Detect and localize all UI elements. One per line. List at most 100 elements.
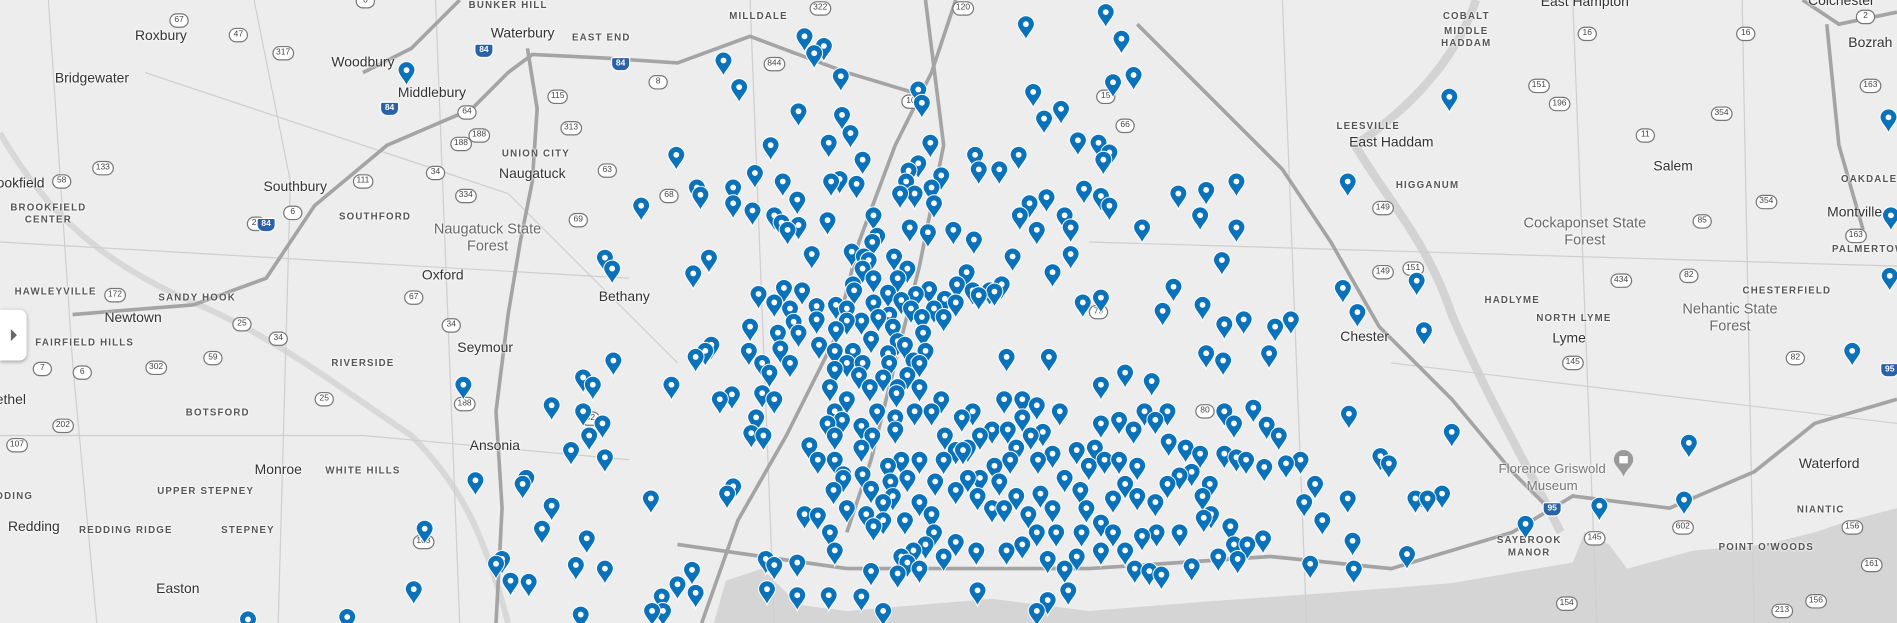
map-pin-icon[interactable] [1027, 523, 1046, 550]
map-pin-icon[interactable] [864, 517, 883, 544]
map-pin-icon[interactable] [1110, 450, 1129, 478]
map-pin-icon[interactable] [1043, 444, 1062, 472]
map-pin-icon[interactable] [874, 602, 893, 623]
map-pin-icon[interactable] [793, 281, 812, 308]
map-pin-icon[interactable] [868, 402, 887, 429]
map-pin-icon[interactable] [710, 390, 729, 417]
map-pin-icon[interactable] [768, 323, 787, 351]
map-pin-icon[interactable] [1094, 150, 1113, 178]
map-pin-icon[interactable] [1221, 517, 1240, 544]
map-pin-icon[interactable] [1313, 511, 1332, 538]
map-pin-icon[interactable] [805, 44, 824, 71]
museum-label[interactable]: Florence Griswold Museum [1498, 462, 1606, 494]
map-pin-icon[interactable] [912, 308, 931, 335]
map-pin-icon[interactable] [724, 194, 743, 221]
map-pin-icon[interactable] [1266, 317, 1285, 345]
map-pin-icon[interactable] [795, 27, 814, 54]
map-pin-icon[interactable] [1075, 179, 1093, 207]
map-pin-icon[interactable] [1338, 172, 1357, 199]
map-pin-icon[interactable] [947, 275, 966, 302]
map-pin-icon[interactable] [641, 489, 660, 516]
map-pin-icon[interactable] [1077, 499, 1096, 526]
map-pin-icon[interactable] [668, 575, 687, 602]
map-pin-icon[interactable] [603, 259, 622, 286]
map-pin-icon[interactable] [1013, 535, 1032, 562]
map-pin-icon[interactable] [860, 378, 879, 405]
map-pin-icon[interactable] [1037, 188, 1056, 215]
map-pin-icon[interactable] [934, 308, 953, 335]
map-pin-icon[interactable] [788, 190, 807, 218]
map-pin-icon[interactable] [788, 553, 807, 580]
map-pin-icon[interactable] [1214, 351, 1233, 378]
map-pin-icon[interactable] [1339, 404, 1358, 432]
map-pin-icon[interactable] [869, 308, 888, 335]
map-pin-icon[interactable] [1133, 218, 1152, 245]
map-pin-icon[interactable] [632, 196, 651, 224]
map-pin-icon[interactable] [1212, 251, 1231, 278]
map-pin-icon[interactable] [1021, 426, 1040, 453]
map-pin-icon[interactable] [1133, 527, 1152, 554]
map-pin-icon[interactable] [662, 375, 681, 403]
map-pin-icon[interactable] [820, 523, 839, 550]
map-pin-icon[interactable] [1237, 450, 1256, 478]
map-pin-icon[interactable] [765, 556, 784, 583]
map-pin-icon[interactable] [946, 293, 965, 320]
map-pin-icon[interactable] [1333, 279, 1352, 306]
map-pin-icon[interactable] [684, 264, 703, 291]
map-pin-icon[interactable] [862, 479, 881, 507]
map-pin-icon[interactable] [1125, 559, 1144, 587]
map-pin-icon[interactable] [1104, 73, 1122, 100]
map-pin-icon[interactable] [765, 293, 784, 320]
map-pin-icon[interactable] [696, 341, 715, 369]
map-pin-icon[interactable] [845, 281, 864, 308]
map-pin-icon[interactable] [415, 519, 434, 547]
map-pin-icon[interactable] [1059, 581, 1078, 608]
map-pin-icon[interactable] [1191, 444, 1210, 472]
map-pin-icon[interactable] [1001, 450, 1020, 478]
map-pin-icon[interactable] [905, 184, 924, 211]
map-pin-icon[interactable] [758, 580, 776, 607]
map-pin-icon[interactable] [819, 586, 838, 613]
map-pin-icon[interactable] [810, 335, 828, 363]
map-pin-icon[interactable] [487, 554, 505, 582]
map-pin-icon[interactable] [574, 402, 593, 429]
map-pin-icon[interactable] [795, 505, 814, 532]
map-pin-icon[interactable] [1067, 441, 1086, 468]
map-pin-icon[interactable] [1124, 420, 1143, 447]
map-pin-icon[interactable] [1442, 423, 1461, 450]
map-pin-icon[interactable] [761, 136, 780, 163]
map-pin-icon[interactable] [1277, 454, 1295, 481]
map-pin-icon[interactable] [1679, 433, 1698, 461]
map-pin-icon[interactable] [985, 456, 1004, 484]
map-pin-icon[interactable] [1169, 184, 1188, 211]
map-pin-icon[interactable] [1269, 426, 1288, 453]
map-pin-icon[interactable] [934, 547, 953, 574]
map-pin-icon[interactable] [1675, 490, 1693, 518]
map-pin-icon[interactable] [397, 61, 416, 88]
map-pin-icon[interactable] [910, 450, 929, 478]
map-pin-icon[interactable] [968, 581, 987, 608]
map-pin-icon[interactable] [946, 533, 965, 560]
map-pin-icon[interactable] [1061, 245, 1080, 272]
map-pin-icon[interactable] [747, 408, 766, 435]
map-pin-icon[interactable] [1295, 493, 1314, 520]
map-pin-icon[interactable] [788, 586, 807, 613]
map-pin-icon[interactable] [789, 323, 808, 351]
map-pin-icon[interactable] [686, 348, 705, 375]
map-pin-icon[interactable] [934, 450, 953, 478]
map-pin-icon[interactable] [969, 160, 988, 187]
map-pin-icon[interactable] [1003, 247, 1022, 274]
map-pin-icon[interactable] [1029, 450, 1047, 478]
map-pin-icon[interactable] [1116, 363, 1135, 391]
map-pin-icon[interactable] [686, 583, 705, 611]
map-pin-icon[interactable] [1152, 565, 1171, 593]
map-pin-icon[interactable] [1047, 523, 1066, 550]
map-pin-icon[interactable] [862, 562, 881, 589]
map-pin-icon[interactable] [730, 78, 749, 105]
map-pin-icon[interactable] [1052, 100, 1070, 127]
map-pin-icon[interactable] [837, 499, 856, 526]
map-pin-icon[interactable] [1343, 531, 1362, 559]
map-pin-icon[interactable] [852, 311, 871, 339]
map-pin-icon[interactable] [922, 178, 941, 205]
map-pin-icon[interactable] [995, 390, 1014, 417]
